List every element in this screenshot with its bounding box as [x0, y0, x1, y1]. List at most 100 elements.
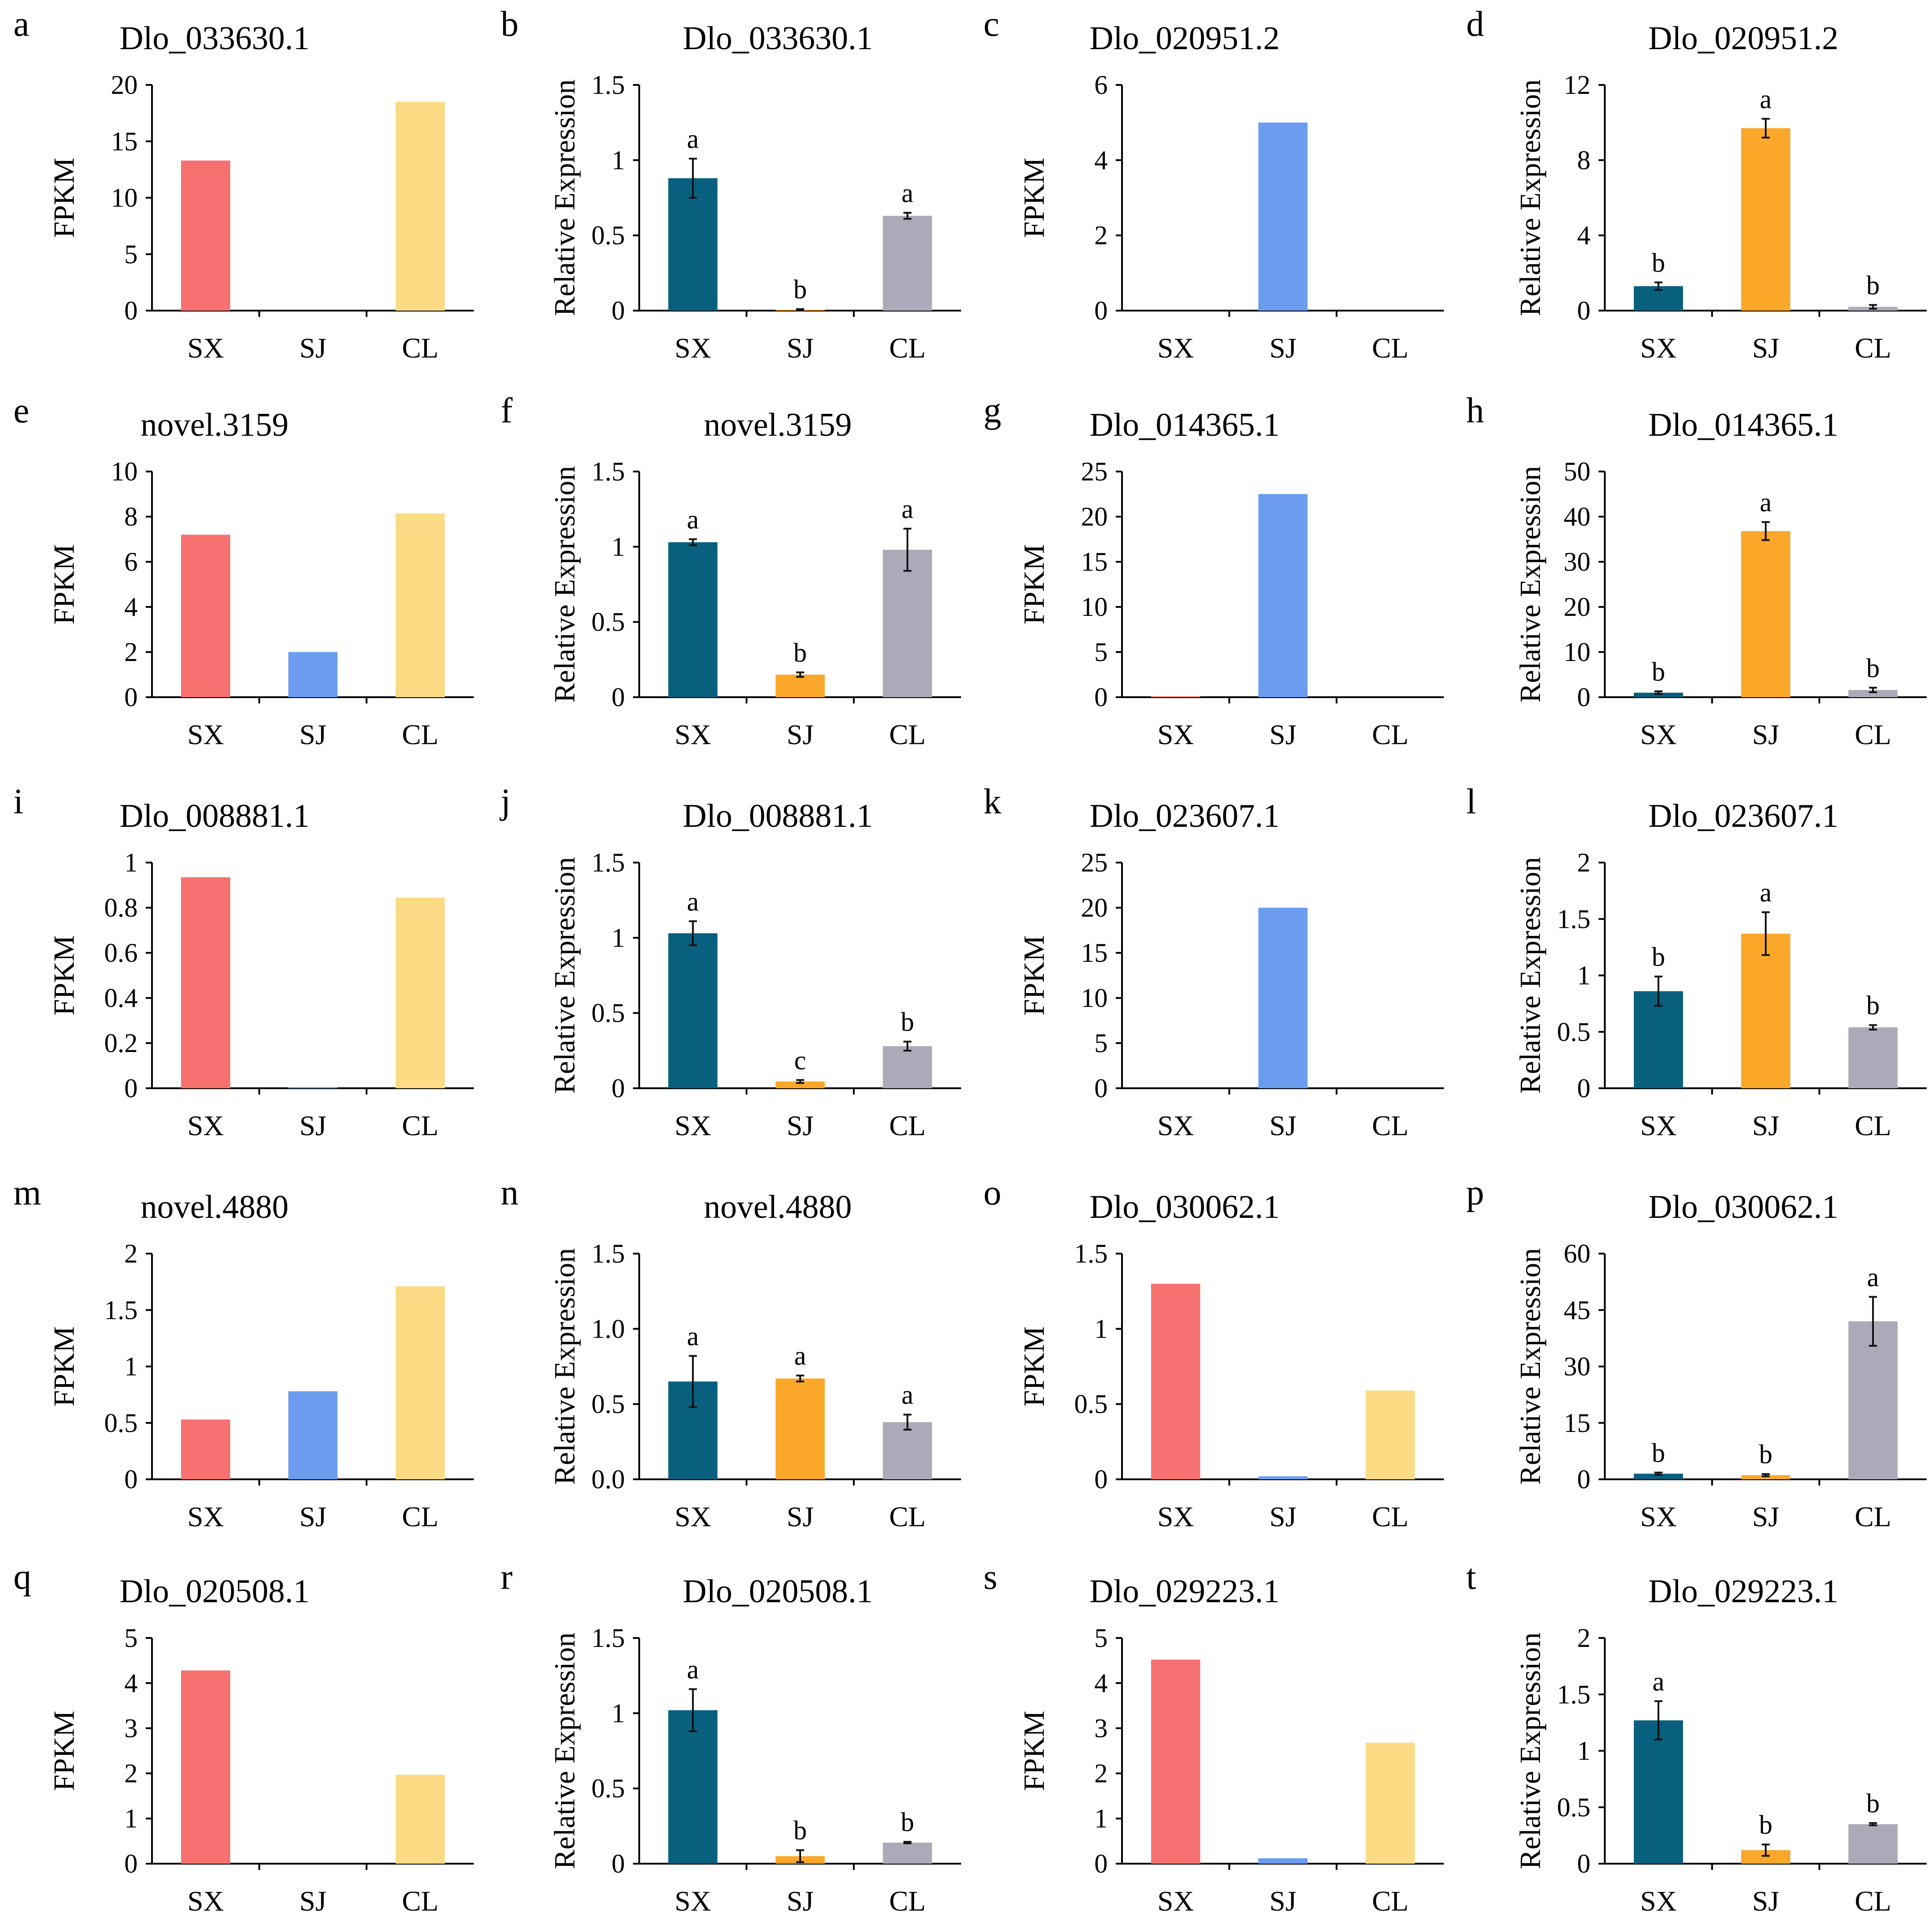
bar-cl	[396, 513, 445, 697]
significance-label: a	[687, 1322, 699, 1351]
significance-label: b	[1866, 1789, 1880, 1818]
y-axis-title: Relative Expression	[1514, 1248, 1547, 1485]
bar-sj	[1258, 1476, 1308, 1479]
panel-k: k Dlo_023607.1 FPKM 0 5 10 15 20 25 SX SJ CL	[983, 782, 1444, 1141]
y-axis-title: Relative Expression	[1514, 80, 1547, 316]
y-tick-label: 60	[1564, 1239, 1590, 1268]
bar-sj	[1741, 934, 1790, 1088]
bar-cl	[883, 1046, 932, 1088]
x-category-label: CL	[1372, 332, 1409, 364]
y-tick-label: 3	[124, 1713, 138, 1743]
significance-label: b	[1866, 991, 1880, 1020]
bar-sj	[288, 1087, 337, 1088]
bar-sx	[1151, 696, 1200, 697]
panel-letter: h	[1466, 391, 1484, 430]
bar-sx	[1634, 692, 1683, 697]
panel-letter: c	[983, 4, 1000, 44]
x-category-label: SX	[1640, 1885, 1677, 1917]
significance-label: a	[794, 1341, 806, 1371]
panel-h: h Dlo_014365.1 Relative Expression 0 10 20 30 4…	[1466, 391, 1927, 750]
chart-title: Dlo_023607.1	[1648, 798, 1839, 834]
y-axis-title: FPKM	[1018, 935, 1050, 1016]
y-axis-title: FPKM	[48, 158, 80, 238]
y-tick-label: 1	[124, 848, 138, 877]
chart-title: Dlo_020951.2	[1089, 20, 1280, 57]
bar-cl	[396, 1775, 445, 1864]
y-tick-label: 15	[1081, 547, 1108, 577]
y-axis-title: Relative Expression	[1514, 857, 1547, 1094]
x-category-label: SX	[1157, 719, 1194, 750]
bar-sj	[288, 1391, 337, 1479]
y-axis-title: Relative Expression	[1514, 466, 1547, 703]
x-category-label: CL	[1855, 1110, 1891, 1141]
x-category-label: SX	[1640, 1501, 1677, 1532]
significance-label: a	[1760, 878, 1772, 907]
y-tick-label: 6	[1094, 70, 1108, 100]
chart-title: Dlo_023607.1	[1089, 798, 1280, 834]
chart-title: novel.3159	[141, 407, 289, 443]
x-category-label: CL	[889, 332, 926, 364]
bar-sx	[1634, 1720, 1683, 1864]
x-category-label: SJ	[1752, 1885, 1780, 1917]
bar-cl	[1848, 690, 1898, 697]
bar-cl	[396, 101, 445, 311]
chart-title: novel.4880	[704, 1189, 852, 1225]
x-category-label: SJ	[300, 1885, 327, 1917]
y-axis-title: FPKM	[1018, 544, 1050, 625]
bar-sj	[288, 652, 337, 697]
bar-cl	[883, 1842, 932, 1864]
x-category-label: SJ	[787, 1110, 814, 1141]
y-axis-title: Relative Expression	[548, 1248, 581, 1485]
bar-sx	[181, 877, 230, 1088]
y-tick-label: 5	[1094, 1028, 1108, 1058]
x-category-label: SX	[675, 1885, 711, 1917]
panel-letter: e	[13, 391, 30, 430]
y-tick-label: 2	[124, 637, 138, 667]
y-tick-label: 1	[612, 145, 625, 175]
x-category-label: SJ	[300, 719, 327, 750]
significance-label: a	[1867, 1263, 1879, 1292]
y-tick-label: 15	[1081, 938, 1108, 968]
y-axis-title: FPKM	[48, 935, 80, 1016]
x-category-label: CL	[1372, 1885, 1409, 1917]
panel-m: m novel.4880 FPKM 0 0.5 1 1.5 2 SX SJ CL	[13, 1173, 474, 1532]
y-tick-label: 4	[124, 592, 138, 622]
y-tick-label: 0.0	[591, 1465, 625, 1494]
y-tick-label: 1	[1094, 1804, 1108, 1833]
y-tick-label: 0	[124, 1465, 138, 1494]
y-tick-label: 0.5	[591, 607, 625, 637]
significance-label: a	[687, 1655, 699, 1684]
y-tick-label: 0	[1577, 296, 1590, 325]
y-axis-title: Relative Expression	[548, 857, 581, 1094]
panel-letter: o	[983, 1173, 1001, 1212]
chart-title: novel.4880	[141, 1189, 289, 1225]
y-tick-label: 1	[612, 1698, 625, 1728]
y-tick-label: 0	[1577, 1074, 1590, 1103]
panel-j: j Dlo_008881.1 Relative Expression 0 0.5 1 1.5…	[499, 782, 961, 1141]
significance-label: b	[901, 1007, 914, 1037]
y-tick-label: 0	[124, 682, 138, 712]
chart-title: Dlo_029223.1	[1648, 1573, 1839, 1610]
y-tick-label: 3	[1094, 1713, 1108, 1743]
significance-label: a	[1760, 488, 1772, 517]
panel-letter: l	[1466, 782, 1476, 821]
x-category-label: CL	[1372, 719, 1409, 750]
x-category-label: CL	[402, 1501, 439, 1532]
y-tick-label: 10	[1081, 592, 1108, 622]
bar-sx	[668, 1710, 717, 1864]
panel-a: a Dlo_033630.1 FPKM 0 5 10 15 20 SX SJ CL	[13, 4, 474, 364]
x-category-label: SJ	[787, 1501, 814, 1532]
y-tick-label: 4	[124, 1668, 138, 1698]
y-tick-label: 1	[124, 1352, 138, 1381]
chart-title: novel.3159	[704, 407, 852, 443]
x-category-label: SX	[675, 332, 711, 364]
bar-cl	[396, 897, 445, 1088]
significance-label: b	[793, 275, 807, 304]
y-axis-title: FPKM	[48, 1711, 80, 1791]
y-axis-title: FPKM	[1018, 158, 1050, 238]
y-tick-label: 0.8	[104, 893, 138, 922]
significance-label: b	[1652, 248, 1665, 278]
y-tick-label: 2	[1577, 1623, 1590, 1653]
x-category-label: SX	[187, 1110, 224, 1141]
